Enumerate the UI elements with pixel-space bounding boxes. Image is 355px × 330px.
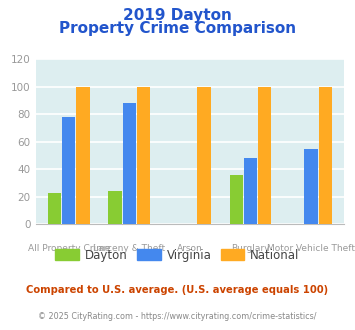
Text: Burglary: Burglary: [231, 244, 270, 253]
Bar: [48, 193, 61, 224]
Text: All Property Crime: All Property Crime: [28, 244, 110, 253]
Text: 2019 Dayton: 2019 Dayton: [123, 8, 232, 23]
Text: Arson: Arson: [177, 244, 203, 253]
Bar: [109, 191, 122, 224]
Bar: [62, 117, 76, 224]
Legend: Dayton, Virginia, National: Dayton, Virginia, National: [50, 244, 305, 266]
Bar: [244, 158, 257, 224]
Bar: [230, 175, 243, 224]
Bar: [304, 149, 318, 224]
Bar: [197, 87, 211, 224]
Text: Larceny & Theft: Larceny & Theft: [93, 244, 165, 253]
Text: © 2025 CityRating.com - https://www.cityrating.com/crime-statistics/: © 2025 CityRating.com - https://www.city…: [38, 312, 317, 321]
Text: Compared to U.S. average. (U.S. average equals 100): Compared to U.S. average. (U.S. average …: [26, 285, 329, 295]
Text: Motor Vehicle Theft: Motor Vehicle Theft: [267, 244, 355, 253]
Bar: [258, 87, 271, 224]
Bar: [319, 87, 332, 224]
Bar: [76, 87, 90, 224]
Bar: [123, 103, 136, 224]
Text: Property Crime Comparison: Property Crime Comparison: [59, 21, 296, 36]
Bar: [137, 87, 150, 224]
